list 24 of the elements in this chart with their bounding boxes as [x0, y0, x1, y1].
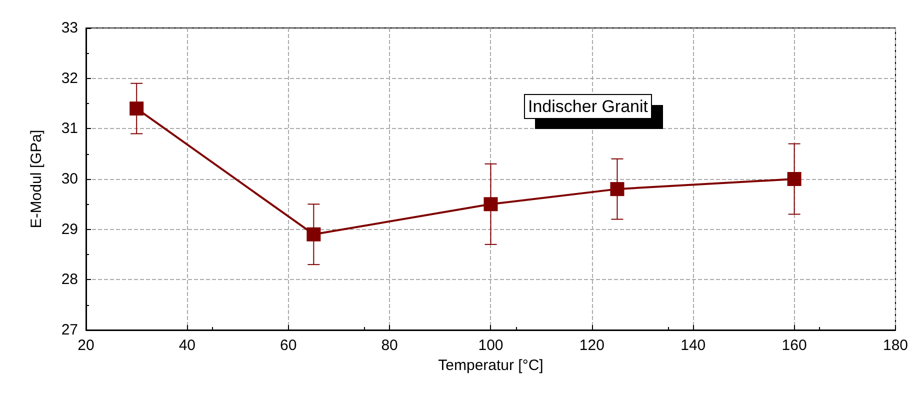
- x-tick-label: 120: [579, 337, 604, 354]
- x-tick-label: 60: [280, 337, 297, 354]
- annotation: Indischer Granit: [528, 97, 648, 116]
- point: [130, 102, 144, 116]
- y-tick-label: 33: [61, 20, 78, 36]
- x-tick-label: 140: [680, 337, 706, 354]
- point: [306, 227, 321, 242]
- x-tick-label: 180: [882, 337, 908, 354]
- y-tick-label: 27: [61, 322, 78, 338]
- y-tick-label: 31: [61, 120, 78, 138]
- y-tick-label: 28: [61, 271, 78, 288]
- point: [787, 172, 802, 186]
- y-axis-title: E-Modul [GPa]: [28, 130, 45, 228]
- x-axis-title: Temperatur [°C]: [438, 356, 544, 374]
- x-tick-label: 80: [381, 337, 398, 354]
- point: [484, 197, 498, 212]
- x-tick-label: 20: [78, 337, 94, 354]
- y-tick-label: 32: [61, 70, 78, 87]
- y-tick-label: 29: [61, 220, 78, 238]
- point: [610, 182, 624, 196]
- x-tick-label: 40: [178, 337, 196, 354]
- x-tick-label: 160: [782, 337, 807, 354]
- x-tick-label: 100: [478, 337, 504, 354]
- y-tick-label: 30: [61, 170, 78, 188]
